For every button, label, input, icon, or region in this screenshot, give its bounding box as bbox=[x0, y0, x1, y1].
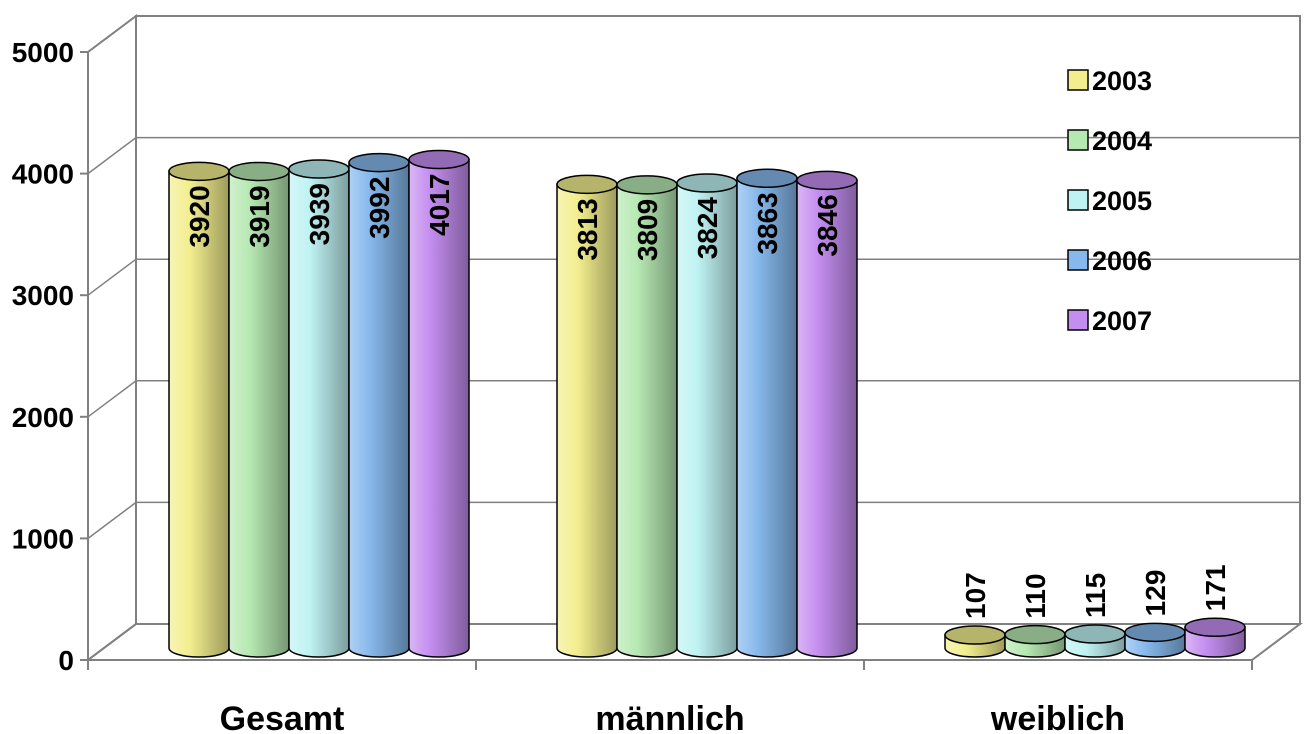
bar-top bbox=[168, 161, 230, 182]
bar-top bbox=[408, 149, 470, 170]
bar bbox=[1184, 617, 1246, 658]
data-label: 107 bbox=[960, 572, 991, 619]
legend: 2003 2004 2005 2006 2007 bbox=[1067, 66, 1152, 336]
x-category-label: Gesamt bbox=[220, 700, 345, 734]
legend-item: 2007 bbox=[1067, 306, 1152, 336]
bar-top bbox=[1004, 624, 1066, 645]
y-tick-label: 3000 bbox=[12, 280, 74, 311]
data-label: 3824 bbox=[692, 197, 723, 260]
bar bbox=[168, 161, 230, 658]
bar bbox=[1124, 622, 1186, 658]
bar-body bbox=[228, 170, 290, 658]
bar-body bbox=[288, 168, 350, 658]
gridline bbox=[87, 380, 1300, 418]
bar bbox=[348, 152, 410, 658]
y-tick-label: 2000 bbox=[12, 402, 74, 433]
gridline bbox=[87, 501, 1300, 540]
data-label: 3813 bbox=[572, 198, 603, 260]
gridline bbox=[87, 258, 1300, 296]
legend-item: 2006 bbox=[1067, 246, 1152, 276]
bar bbox=[616, 175, 678, 658]
bar-top bbox=[944, 625, 1006, 645]
data-label: 3920 bbox=[184, 185, 215, 247]
bar-top bbox=[556, 174, 618, 195]
data-label: 3992 bbox=[364, 177, 395, 239]
data-labels: 3920 3919 3939 3992 4017 3813 3809 3824 3863 3846… bbox=[184, 174, 1231, 619]
data-label: 110 bbox=[1020, 573, 1051, 618]
bar-body bbox=[408, 158, 470, 658]
bar bbox=[408, 149, 470, 658]
bar-body bbox=[556, 183, 618, 658]
gridline bbox=[87, 136, 1300, 175]
legend-label: 2003 bbox=[1092, 66, 1152, 96]
legend-label: 2004 bbox=[1092, 126, 1152, 156]
bar bbox=[796, 170, 858, 658]
y-tick-label: 5000 bbox=[12, 37, 74, 68]
data-label: 3809 bbox=[632, 199, 663, 261]
bar-top bbox=[288, 159, 350, 179]
bars bbox=[168, 149, 1246, 658]
bar-top bbox=[796, 170, 858, 191]
bar-top bbox=[348, 152, 410, 173]
data-label: 3863 bbox=[752, 192, 783, 254]
bar-top bbox=[1184, 617, 1246, 637]
y-tick-label: 4000 bbox=[12, 159, 74, 190]
bar-body bbox=[348, 161, 410, 658]
data-label: 3939 bbox=[304, 183, 335, 245]
bar-body bbox=[736, 177, 798, 658]
x-axis: Gesamt männlich weiblich bbox=[87, 660, 1253, 734]
x-category-label: weiblich bbox=[990, 700, 1125, 734]
legend-label: 2006 bbox=[1092, 246, 1152, 276]
bar-top bbox=[676, 173, 738, 193]
bar-top bbox=[1064, 624, 1126, 644]
bar-top bbox=[736, 168, 798, 189]
bar bbox=[1004, 624, 1066, 658]
side-wall bbox=[87, 14, 137, 662]
bar bbox=[228, 161, 290, 658]
bar bbox=[676, 173, 738, 658]
legend-swatch bbox=[1067, 249, 1089, 271]
y-tick-label: 0 bbox=[58, 645, 74, 676]
legend-swatch bbox=[1067, 189, 1089, 211]
bar bbox=[736, 168, 798, 658]
y-tick-label: 1000 bbox=[12, 523, 74, 554]
legend-label: 2005 bbox=[1092, 186, 1152, 216]
data-label: 3919 bbox=[244, 185, 275, 247]
bar bbox=[1064, 624, 1126, 658]
data-label: 129 bbox=[1140, 570, 1171, 617]
bar-body bbox=[168, 170, 230, 658]
data-label: 171 bbox=[1200, 564, 1231, 611]
legend-item: 2004 bbox=[1067, 126, 1152, 156]
legend-item: 2005 bbox=[1067, 186, 1152, 216]
bar-body bbox=[676, 182, 738, 658]
y-axis: 0 1000 2000 3000 4000 5000 bbox=[12, 37, 88, 676]
legend-item: 2003 bbox=[1067, 66, 1152, 96]
bar bbox=[288, 159, 350, 658]
x-category-label: männlich bbox=[595, 700, 744, 734]
data-label: 4017 bbox=[424, 174, 455, 236]
bar-body bbox=[796, 179, 858, 658]
bar bbox=[944, 625, 1006, 658]
bar-top bbox=[616, 175, 678, 195]
bar-top bbox=[1124, 622, 1186, 643]
legend-swatch bbox=[1067, 309, 1089, 331]
legend-swatch bbox=[1067, 69, 1089, 91]
data-label: 3846 bbox=[812, 194, 843, 256]
legend-swatch bbox=[1067, 129, 1089, 151]
data-label: 115 bbox=[1080, 573, 1111, 618]
legend-label: 2007 bbox=[1092, 306, 1152, 336]
bar-top bbox=[228, 161, 290, 182]
bar-body bbox=[616, 184, 678, 658]
